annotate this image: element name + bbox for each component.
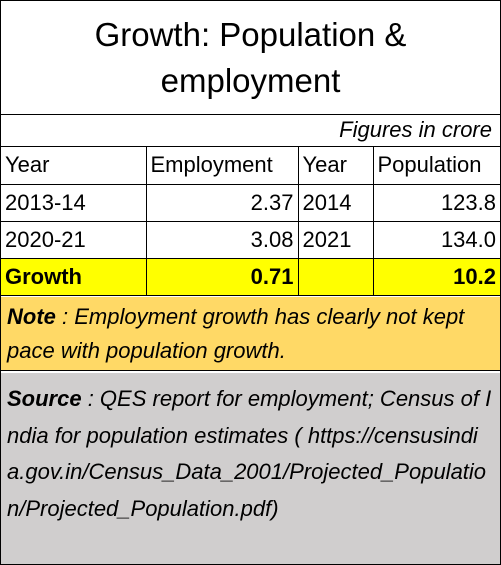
page-title: Growth: Population & employment — [1, 1, 500, 115]
source-box: Source : QES report for employment; Cens… — [1, 373, 500, 564]
cell-employment: 3.08 — [145, 220, 299, 259]
header-population: Population — [372, 147, 500, 185]
growth-label: Growth — [1, 257, 147, 296]
header-year-2: Year — [297, 147, 374, 185]
growth-employment: 0.71 — [145, 257, 299, 296]
cell-year-1: 2020-21 — [1, 220, 147, 259]
title-line-2: employment — [160, 61, 341, 99]
cell-year-2: 2021 — [297, 220, 374, 259]
growth-blank — [297, 257, 374, 296]
table-row: 2020-21 3.08 2021 134.0 — [1, 220, 500, 259]
growth-row: Growth 0.71 10.2 — [1, 257, 500, 296]
cell-population: 134.0 — [372, 220, 500, 259]
cell-year-2: 2014 — [297, 183, 374, 222]
growth-population: 10.2 — [372, 257, 500, 296]
note-label: Note — [7, 304, 56, 329]
cell-year-1: 2013-14 — [1, 183, 147, 222]
header-employment: Employment — [145, 147, 299, 185]
header-year-1: Year — [1, 147, 147, 185]
data-table: Year Employment Year Population 2013-14 … — [1, 147, 500, 296]
table-header-row: Year Employment Year Population — [1, 147, 500, 185]
table-row: 2013-14 2.37 2014 123.8 — [1, 183, 500, 222]
units-note: Figures in crore — [1, 114, 500, 147]
source-text: : QES report for employment; Census of I… — [7, 386, 492, 521]
cell-employment: 2.37 — [145, 183, 299, 222]
cell-population: 123.8 — [372, 183, 500, 222]
title-line-1: Growth: Population & — [94, 15, 407, 53]
source-label: Source — [7, 386, 82, 411]
note-box: Note : Employment growth has clearly not… — [1, 297, 500, 371]
note-text: : Employment growth has clearly not kept… — [7, 304, 465, 363]
